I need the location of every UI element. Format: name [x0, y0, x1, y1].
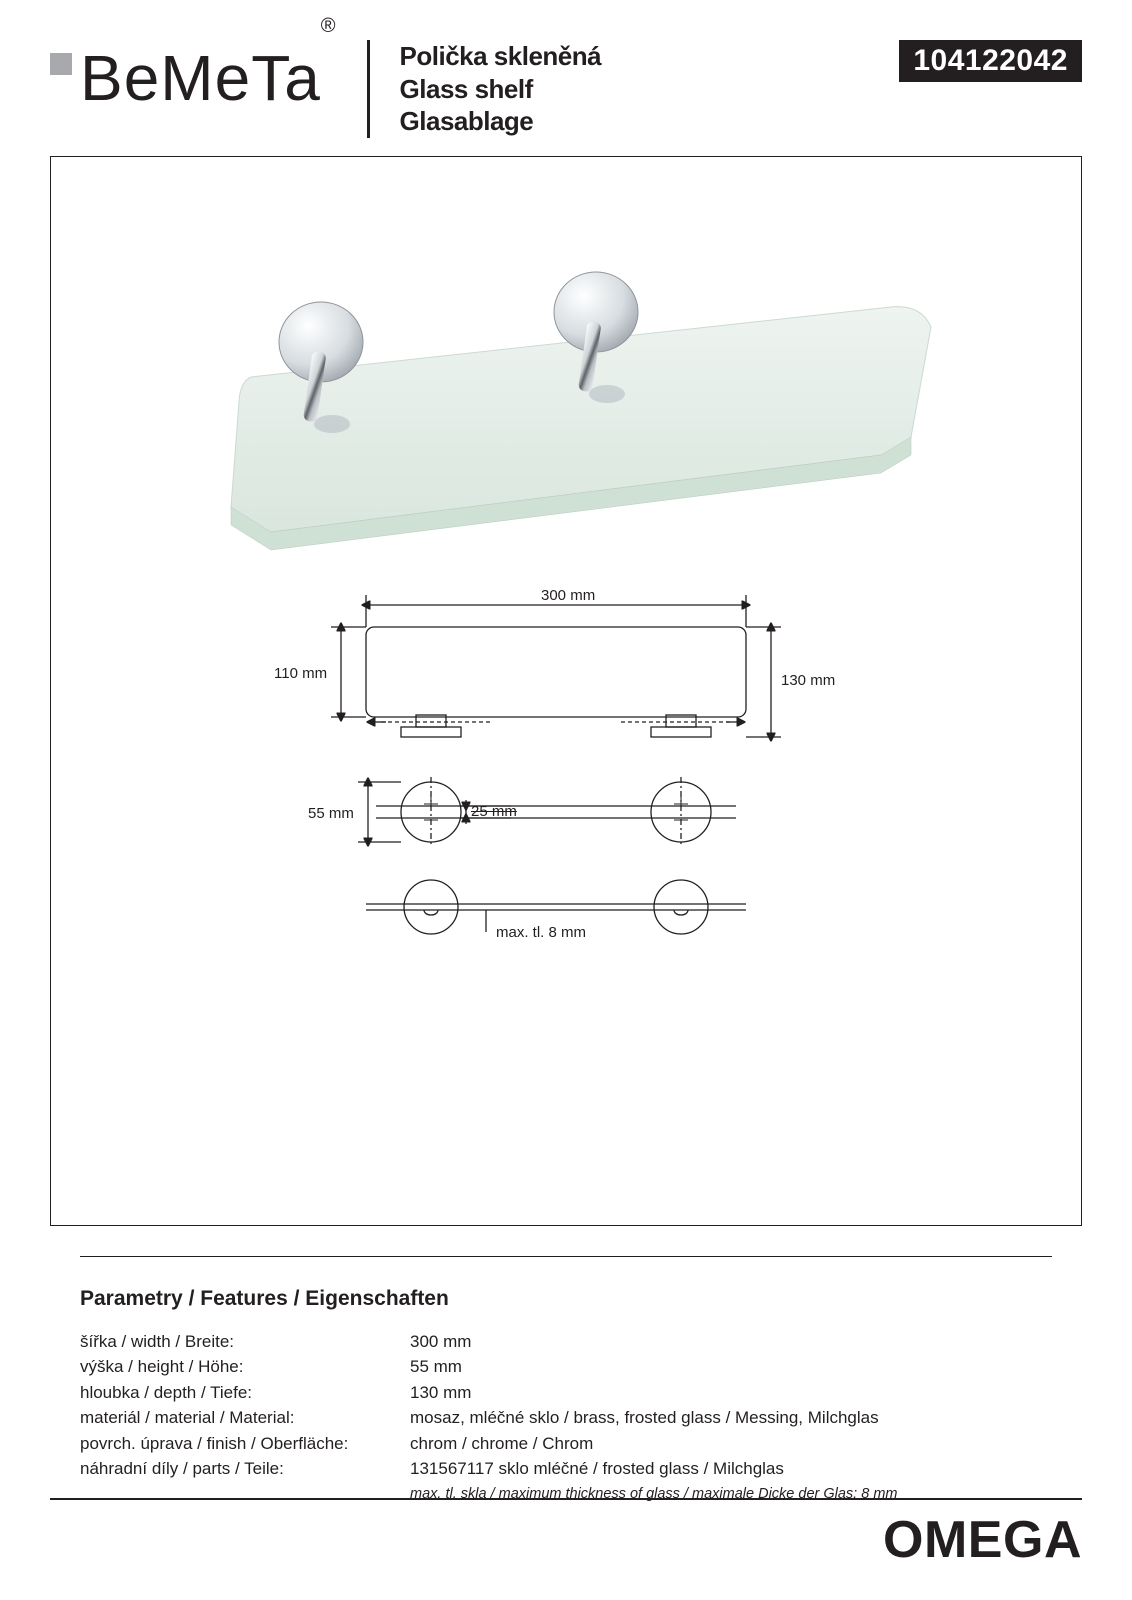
spec-row: povrch. úprava / finish / Oberfläche:chr…	[80, 1431, 1052, 1457]
title-de: Glasablage	[400, 105, 880, 138]
spec-row: materiál / material / Material:mosaz, ml…	[80, 1405, 1052, 1431]
dim-width: 300 mm	[541, 587, 595, 604]
product-photo	[51, 157, 1081, 587]
logo-square-icon	[50, 53, 72, 75]
dim-depth-inner: 110 mm	[274, 665, 327, 682]
main-frame: 300 mm 110 mm 130 mm 55 mm 25 mm max. tl…	[50, 156, 1082, 1226]
header-divider	[367, 40, 370, 138]
collection-name: OMEGA	[883, 1510, 1082, 1570]
spec-row: hloubka / depth / Tiefe:130 mm	[80, 1380, 1052, 1406]
footer-rule	[50, 1498, 1082, 1500]
spec-row: náhradní díly / parts / Teile:131567117 …	[80, 1456, 1052, 1482]
brand-logo: BeMeTa®	[50, 40, 337, 110]
product-titles: Polička skleněná Glass shelf Glasablage	[400, 40, 880, 138]
spec-row: výška / height / Höhe:55 mm	[80, 1354, 1052, 1380]
spec-note: max. tl. skla / maximum thickness of gla…	[410, 1484, 1052, 1506]
dim-thickness: max. tl. 8 mm	[496, 924, 586, 941]
sku-badge: 104122042	[899, 40, 1082, 82]
dim-bar-h: 25 mm	[471, 803, 517, 820]
dim-depth-outer: 130 mm	[781, 672, 835, 689]
title-en: Glass shelf	[400, 73, 880, 106]
technical-drawing: 300 mm 110 mm 130 mm 55 mm 25 mm max. tl…	[246, 587, 886, 957]
spec-row: šířka / width / Breite:300 mm	[80, 1329, 1052, 1355]
features-section: Parametry / Features / Eigenschaften šíř…	[50, 1256, 1082, 1506]
features-heading: Parametry / Features / Eigenschaften	[80, 1287, 1052, 1311]
header: BeMeTa® Polička skleněná Glass shelf Gla…	[50, 40, 1082, 138]
dim-mount-dia: 55 mm	[308, 805, 354, 822]
features-rule	[80, 1256, 1052, 1257]
spec-table: šířka / width / Breite:300 mm výška / he…	[80, 1329, 1052, 1506]
title-cz: Polička skleněná	[400, 40, 880, 73]
brand-name: BeMeTa®	[80, 46, 337, 110]
